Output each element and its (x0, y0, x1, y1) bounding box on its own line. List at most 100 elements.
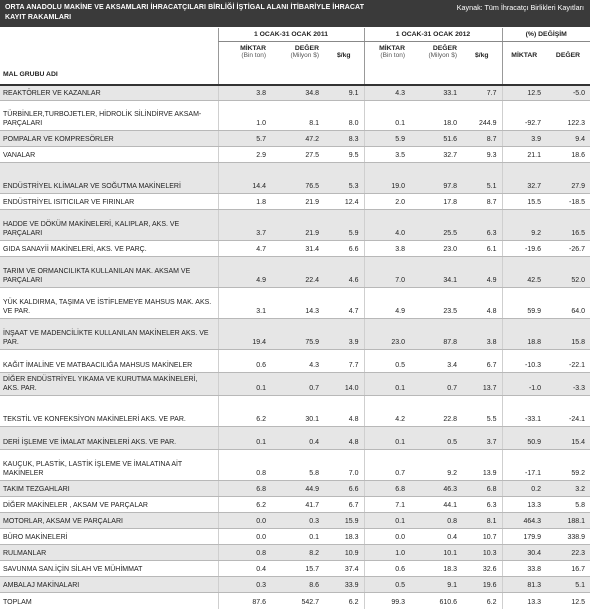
change-qty-cell: -33.1 (501, 395, 546, 427)
qty-2012-cell: 0.6 (363, 560, 410, 577)
column-header-row: MAL GRUBU ADI MİKTAR (Bin ton) DEĞER (Mily… (0, 41, 590, 86)
perkg-2012-cell: 5.5 (462, 395, 502, 427)
qty-2012-cell: 4.3 (363, 84, 410, 101)
value-2011-cell: 41.7 (271, 496, 324, 513)
perkg-2011-cell: 14.0 (324, 372, 364, 396)
change-value-cell: 5.8 (546, 496, 590, 513)
perkg-2011-cell: 12.4 (324, 193, 364, 210)
period-2012-header: 1 OCAK-31 OCAK 2012 (363, 28, 502, 42)
perkg-2012-cell: 7.7 (462, 84, 502, 101)
table-row: HADDE VE DÖKÜM MAKİNELERİ, KALIPLAR, AKS… (0, 209, 590, 241)
value-2011-cell: 31.4 (271, 240, 324, 257)
change-qty-cell: 33.8 (501, 560, 546, 577)
value-2011-cell: 8.2 (271, 544, 324, 561)
change-qty-cell: 464.3 (501, 512, 546, 529)
change-value-cell: 22.3 (546, 544, 590, 561)
perkg-2012-cell: 6.3 (462, 209, 502, 241)
qty-2012-cell: 0.0 (363, 528, 410, 545)
group-name-header: MAL GRUBU ADI (0, 41, 218, 86)
change-value-cell: -24.1 (546, 395, 590, 427)
table-row: POMPALAR VE KOMPRESÖRLER 5.7 47.2 8.3 5.9 51.… (0, 130, 590, 147)
change-qty-cell: 42.5 (501, 256, 546, 288)
perkg-2011-cell: 37.4 (324, 560, 364, 577)
qty-unit-label: (Bin ton) (241, 52, 266, 59)
qty-label: MİKTAR (240, 45, 266, 52)
table-row: TAKIM TEZGAHLARI 6.8 44.9 6.6 6.8 46.3 6.8 0.2 3… (0, 480, 590, 497)
period-header-row: 1 OCAK-31 OCAK 2011 1 OCAK-31 OCAK 2012 … (0, 28, 590, 42)
qty-2012-cell: 0.1 (363, 426, 410, 450)
perkg-2011-cell: 7.0 (324, 449, 364, 481)
change-qty-header: MİKTAR (501, 41, 546, 86)
qty-2011-cell: 3.8 (217, 84, 271, 101)
table-row: DİĞER ENDÜSTRİYEL YIKAMA VE KURUTMA MAKİ… (0, 372, 590, 396)
perkg-2011-cell: 8.3 (324, 130, 364, 147)
change-value-cell: 9.4 (546, 130, 590, 147)
value-2011-cell: 0.4 (271, 426, 324, 450)
qty-2011-cell: 6.2 (217, 496, 271, 513)
qty-2011-cell: 0.8 (217, 449, 271, 481)
change-qty-cell: 179.9 (501, 528, 546, 545)
value-2012-cell: 51.6 (410, 130, 462, 147)
value-label: DEĞER (294, 45, 319, 52)
perkg-2011-cell: 5.9 (324, 209, 364, 241)
table-row: MOTORLAR, AKSAM VE PARÇALARI 0.0 0.3 15.9 0.… (0, 512, 590, 529)
change-qty-cell: -92.7 (501, 100, 546, 131)
qty-2011-cell: 5.7 (217, 130, 271, 147)
qty-2011-cell: 6.2 (217, 395, 271, 427)
table-row: ENDÜSTRİYEL ISITICILAR VE FIRINLAR 1.8 21.… (0, 193, 590, 210)
qty-2012-cell: 4.0 (363, 209, 410, 241)
change-qty-cell: -19.6 (501, 240, 546, 257)
group-name-cell: AMBALAJ MAKİNALARI (0, 576, 218, 593)
value-2011-cell: 0.3 (271, 512, 324, 529)
table-row: TÜRBİNLER,TURBOJETLER, HİDROLİK SİLİNDİR… (0, 100, 590, 131)
value-2011-cell: 22.4 (271, 256, 324, 288)
change-value-cell: -22.1 (546, 349, 590, 373)
change-value-cell: 52.0 (546, 256, 590, 288)
value-2011-cell: 21.9 (271, 209, 324, 241)
change-value-cell: 18.6 (546, 146, 590, 163)
change-value-header: DEĞER (546, 41, 590, 86)
value-2011-cell: 14.3 (271, 287, 324, 319)
change-value-cell: -26.7 (546, 240, 590, 257)
perkg-2012-cell: 4.9 (462, 256, 502, 288)
qty-2012-cell: 99.3 (363, 592, 410, 609)
table-row: İNŞAAT VE MADENCİLİKTE KULLANILAN MAKİNE… (0, 318, 590, 350)
perkg-2012-cell: 6.7 (462, 349, 502, 373)
change-qty-cell: -1.0 (501, 372, 546, 396)
change-qty-cell: 21.1 (501, 146, 546, 163)
value-2012-cell: 9.2 (410, 449, 462, 481)
perkg-2011-cell: 9.1 (324, 84, 364, 101)
qty-2012-cell: 0.1 (363, 100, 410, 131)
value-2011-cell: 34.8 (271, 84, 324, 101)
value-2011-cell: 30.1 (271, 395, 324, 427)
change-qty-cell: 9.2 (501, 209, 546, 241)
perkg-2012-cell: 6.8 (462, 480, 502, 497)
perkg-2012-cell: 10.3 (462, 544, 502, 561)
value-2012-cell: 22.8 (410, 395, 462, 427)
value-2012-cell: 87.8 (410, 318, 462, 350)
value-2012-cell: 17.8 (410, 193, 462, 210)
table-row: YÜK KALDIRMA, TAŞIMA VE İSTİFLEMEYE MAHS… (0, 287, 590, 319)
group-name-cell: YÜK KALDIRMA, TAŞIMA VE İSTİFLEMEYE MAHS… (0, 287, 218, 319)
perkg-2011-header: $/kg (324, 41, 364, 86)
value-2011-header: DEĞER (Milyon $) (271, 41, 324, 86)
perkg-2012-cell: 8.7 (462, 130, 502, 147)
change-value-cell: -5.0 (546, 84, 590, 101)
change-qty-cell: 18.8 (501, 318, 546, 350)
source-note: Kaynak: Tüm İhracatçı Birlikleri Kayıtla… (456, 3, 584, 12)
table-row: RULMANLAR 0.8 8.2 10.9 1.0 10.1 10.3 30.4 22.3 (0, 544, 590, 561)
group-name-cell: HADDE VE DÖKÜM MAKİNELERİ, KALIPLAR, AKS… (0, 209, 218, 241)
value-2011-cell: 21.9 (271, 193, 324, 210)
qty-2012-cell: 19.0 (363, 162, 410, 194)
qty-2012-cell: 0.5 (363, 349, 410, 373)
qty-2012-cell: 0.1 (363, 512, 410, 529)
table-body: REAKTÖRLER VE KAZANLAR 3.8 34.8 9.1 4.3 33.1 7… (0, 84, 590, 609)
change-value-cell: 64.0 (546, 287, 590, 319)
perkg-2011-cell: 6.7 (324, 496, 364, 513)
qty-2011-cell: 87.6 (217, 592, 271, 609)
qty-unit-label: (Bin ton) (380, 52, 405, 59)
table-row: AMBALAJ MAKİNALARI 0.3 8.6 33.9 0.5 9.1 19.6 81… (0, 576, 590, 593)
change-qty-cell: 3.9 (501, 130, 546, 147)
perkg-2011-cell: 10.9 (324, 544, 364, 561)
